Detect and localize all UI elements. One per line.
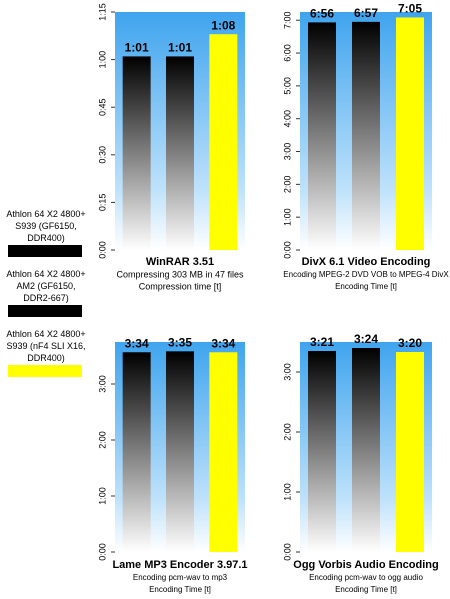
bar bbox=[122, 56, 151, 250]
bar bbox=[166, 56, 194, 250]
bar bbox=[308, 351, 336, 552]
chart-subtitle: Encoding Time [t] bbox=[335, 282, 397, 291]
legend-item: Athlon 64 X2 4800+ S939 (nF4 SLI X16, DD… bbox=[4, 328, 88, 377]
chart-subtitle: Encoding pcm-wav to ogg audio bbox=[309, 573, 423, 582]
chart-subtitle: Compression time [t] bbox=[139, 281, 222, 291]
value-label: 1:01 bbox=[168, 41, 192, 55]
bar bbox=[209, 352, 238, 552]
y-tick-label: 2:00 bbox=[282, 423, 292, 441]
legend-swatch bbox=[8, 305, 82, 317]
value-label: 3:34 bbox=[211, 336, 235, 350]
y-tick-label: 0:30 bbox=[97, 146, 107, 164]
value-label: 3:35 bbox=[168, 336, 192, 350]
y-tick-label: 4:00 bbox=[282, 110, 292, 128]
chart-title: WinRAR 3.51 bbox=[146, 256, 214, 268]
value-label: 3:34 bbox=[125, 336, 149, 350]
value-label: 3:24 bbox=[354, 332, 378, 346]
y-tick-label: 2:00 bbox=[97, 431, 107, 449]
legend-swatch bbox=[8, 365, 82, 377]
chart-subtitle: Encoding Time [t] bbox=[335, 585, 397, 594]
y-tick-label: 3:00 bbox=[282, 363, 292, 381]
value-label: 1:01 bbox=[125, 41, 149, 55]
y-tick-label: 0:00 bbox=[97, 543, 107, 561]
chart-subtitle: Encoding pcm-wav to mp3 bbox=[133, 573, 228, 582]
chart-subtitle: Encoding MPEG-2 DVD VOB to MPEG-4 DivX bbox=[283, 270, 449, 279]
y-tick-label: 0:00 bbox=[282, 241, 292, 259]
bar bbox=[396, 17, 424, 250]
y-tick-label: 2:00 bbox=[282, 176, 292, 194]
y-tick-label: 0:00 bbox=[282, 543, 292, 561]
y-tick-label: 1:00 bbox=[282, 483, 292, 501]
value-label: 3:20 bbox=[398, 336, 422, 350]
chart-title: DivX 6.1 Video Encoding bbox=[302, 256, 431, 268]
y-tick-label: 1:00 bbox=[97, 51, 107, 69]
bar bbox=[352, 21, 380, 250]
y-tick-label: 0:00 bbox=[97, 241, 107, 259]
bar bbox=[166, 351, 194, 552]
bar bbox=[209, 34, 238, 250]
y-tick-label: 6:00 bbox=[282, 44, 292, 62]
y-tick-label: 1:15 bbox=[97, 3, 107, 21]
y-tick-label: 7:00 bbox=[282, 11, 292, 29]
y-tick-label: 1:00 bbox=[97, 487, 107, 505]
legend-item: Athlon 64 X2 4800+ AM2 (GF6150, DDR2-667… bbox=[4, 268, 88, 317]
legend-label: Athlon 64 X2 4800+ S939 (GF6150, DDR400) bbox=[6, 209, 86, 243]
bar bbox=[396, 352, 424, 552]
legend-item: Athlon 64 X2 4800+ S939 (GF6150, DDR400) bbox=[4, 208, 88, 257]
value-label: 6:56 bbox=[310, 7, 334, 21]
chart-title: Ogg Vorbis Audio Encoding bbox=[293, 559, 438, 571]
bar bbox=[122, 352, 151, 552]
chart-subtitle: Compressing 303 MB in 47 files bbox=[116, 269, 244, 279]
bar bbox=[308, 22, 336, 251]
y-tick-label: 3:00 bbox=[97, 375, 107, 393]
legend-label: Athlon 64 X2 4800+ S939 (nF4 SLI X16, DD… bbox=[6, 329, 86, 363]
y-tick-label: 5:00 bbox=[282, 77, 292, 95]
y-tick-label: 3:00 bbox=[282, 143, 292, 161]
bar bbox=[352, 348, 380, 552]
chart-subtitle: Encoding Time [t] bbox=[149, 585, 211, 594]
legend-swatch bbox=[8, 245, 82, 257]
y-tick-label: 0:45 bbox=[97, 98, 107, 116]
value-label: 1:08 bbox=[211, 18, 235, 32]
value-label: 3:21 bbox=[310, 335, 334, 349]
y-tick-label: 0:15 bbox=[97, 194, 107, 212]
value-label: 7:05 bbox=[398, 2, 422, 16]
legend-label: Athlon 64 X2 4800+ AM2 (GF6150, DDR2-667… bbox=[6, 269, 86, 303]
y-tick-label: 1:00 bbox=[282, 208, 292, 226]
value-label: 6:57 bbox=[354, 6, 378, 20]
chart-title: Lame MP3 Encoder 3.97.1 bbox=[112, 559, 247, 571]
